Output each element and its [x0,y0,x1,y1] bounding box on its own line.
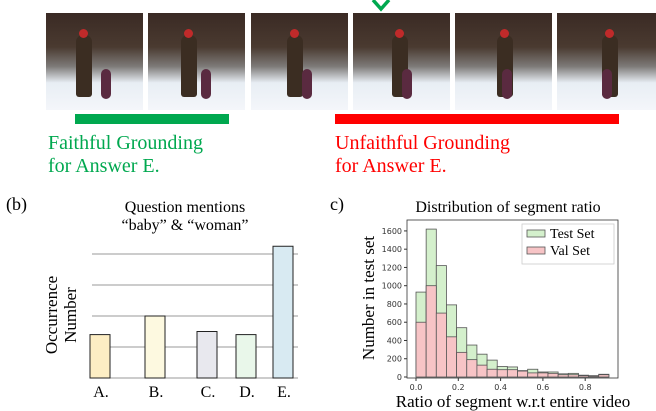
val-set-bar [537,372,549,378]
video-frame [455,13,552,110]
val-set-bar [425,285,437,378]
bar-a [89,334,111,379]
val-set-bar [598,374,610,378]
video-frame [46,13,143,110]
val-set-bar [486,368,498,378]
legend-swatch [526,246,546,255]
y-tick-label: 200 [387,355,402,364]
video-frame [251,13,348,110]
val-set-bar [527,372,539,378]
legend-swatch [526,229,546,238]
plot-frame [406,219,619,379]
unfaithful-grounding-bar [335,114,619,124]
chart-b-ylabel-line2: Number [61,287,80,343]
val-set-bar [578,375,589,378]
legend-label: Test Set [550,227,595,242]
faithful-caption-line2: for Answer E. [48,155,160,177]
y-tick-label: 400 [387,336,402,345]
x-tick-label: C. [201,384,216,401]
chart-b-title-line1: Question mentions [125,199,245,216]
chart-b-title-line2: “baby” & “woman” [121,217,248,234]
y-tick-label: 600 [387,318,402,327]
video-frame [148,13,245,110]
panel-c-label: (c) [330,194,344,215]
x-tick-label: 0.6 [537,383,550,392]
x-tick-label: 0.2 [452,383,465,392]
y-tick-label: 1400 [382,245,402,254]
val-set-bar [476,364,488,378]
y-tick-label: 0 [397,373,402,382]
val-set-bar [435,312,447,378]
val-set-bar [588,375,600,378]
chart-c-xlabel: Ratio of segment w.r.t entire video [396,392,630,411]
y-tick-label: 1600 [382,227,402,236]
val-set-bar [415,321,427,378]
chart-c-title: Distribution of segment ratio [415,199,600,216]
unfaithful-caption: Unfaithful Grounding for Answer E. [335,132,510,178]
y-tick-label: 1000 [382,282,402,291]
x-tick-label: 0.8 [579,383,592,392]
val-set-bar [547,372,559,378]
faithful-grounding-bar [75,114,229,124]
y-tick-label: 1200 [382,263,402,272]
x-tick-label: B. [149,384,164,401]
chart-b-ylabel-line1: Occurrence [42,276,61,354]
bar-b [144,315,166,379]
faithful-caption: Faithful Grounding for Answer E. [48,132,203,178]
x-tick-label: D. [239,384,255,401]
val-set-bar [567,374,579,378]
val-set-bar [506,369,518,378]
legend-label: Val Set [550,244,590,259]
x-tick-label: 0.0 [410,383,423,392]
answer-marker-chevron-icon [371,0,391,12]
val-set-bar [496,369,508,378]
x-tick-label: 0.4 [494,383,507,392]
val-set-bar [456,351,468,378]
val-set-bar [446,336,458,378]
unfaithful-caption-line2: for Answer E. [335,155,447,177]
x-tick-label: E. [277,384,291,401]
x-tick-label: A. [93,384,109,401]
unfaithful-caption-line1: Unfaithful Grounding [335,132,510,154]
chart-c-ylabel: Number in test set [359,236,378,360]
val-set-bar [517,370,529,378]
video-frame [353,13,450,110]
video-frame [557,13,656,110]
faithful-caption-line1: Faithful Grounding [48,132,203,154]
answer-occurrence-chart: (b) Question mentions “baby” & “woman” O… [6,194,298,401]
bar-d [235,334,257,379]
bar-e [272,245,294,379]
y-tick-label: 800 [387,300,402,309]
bar-c [196,331,218,379]
panel-b-label: (b) [6,194,27,215]
val-set-bar [557,374,569,378]
val-set-bar [466,359,478,378]
segment-ratio-histogram: (c) Distribution of segment ratio Number… [330,194,630,411]
